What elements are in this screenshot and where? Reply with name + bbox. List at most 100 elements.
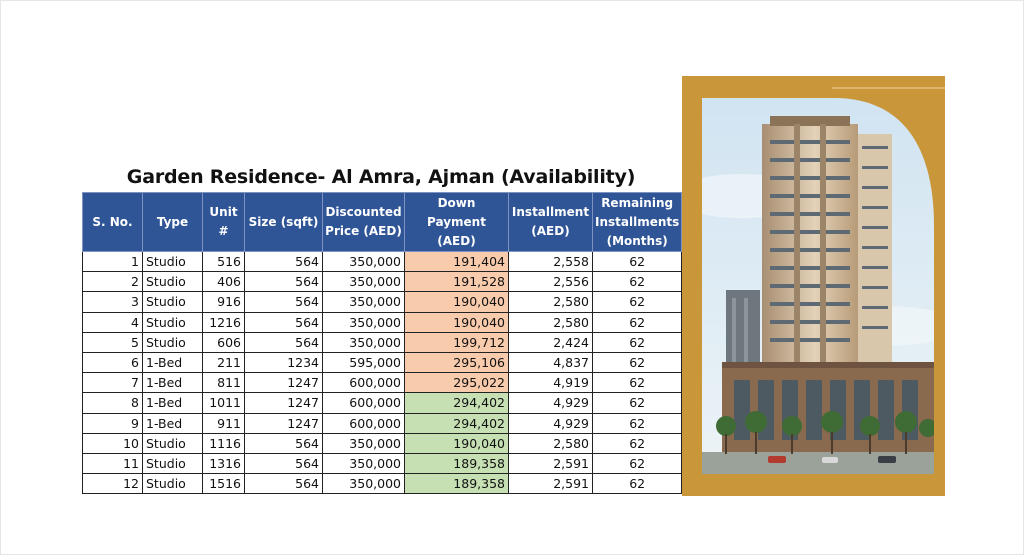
months-cell: 62: [591, 412, 683, 434]
installment-cell: 2,580: [508, 432, 593, 454]
table-row: 9 1-Bed 911 1247 600,000 294,402 4,929 62: [82, 412, 683, 434]
unit-cell: 1516: [202, 473, 245, 495]
table-row: 3 Studio 916 564 350,000 190,040 2,580 62: [82, 291, 683, 313]
size-cell: 564: [244, 291, 323, 313]
type-cell: Studio: [142, 331, 203, 353]
unit-cell: 516: [202, 250, 245, 273]
sno-cell: 9: [82, 412, 143, 434]
unit-cell: 211: [202, 351, 245, 374]
type-cell: Studio: [142, 250, 203, 273]
down-payment-cell: 189,358: [404, 452, 509, 475]
price-cell: 600,000: [322, 372, 405, 394]
table-row: 4 Studio 1216 564 350,000 190,040 2,580 62: [82, 311, 683, 333]
type-header: Type: [142, 192, 203, 252]
size-cell: 1247: [244, 392, 323, 414]
size-cell: 564: [244, 473, 323, 495]
months-cell: 62: [591, 331, 683, 353]
months-cell: 62: [591, 372, 683, 394]
size-cell: 564: [244, 271, 323, 293]
installment-cell: 2,591: [508, 473, 593, 495]
installment-cell: 2,558: [508, 250, 593, 273]
months-cell: 62: [591, 250, 683, 273]
building-rendering-image: [682, 76, 945, 496]
unit-header: Unit #: [202, 192, 245, 252]
sno-cell: 5: [82, 331, 143, 353]
price-cell: 350,000: [322, 271, 405, 293]
table-row: 5 Studio 606 564 350,000 199,712 2,424 62: [82, 331, 683, 353]
size-header: Size (sqft): [244, 192, 323, 252]
sno-cell: 11: [82, 452, 143, 475]
down-payment-cell: 294,402: [404, 392, 509, 414]
sno-cell: 2: [82, 271, 143, 293]
price-cell: 350,000: [322, 291, 405, 313]
installment-cell: 2,591: [508, 452, 593, 475]
down-payment-cell: 295,022: [404, 372, 509, 394]
size-cell: 564: [244, 331, 323, 353]
price-cell: 350,000: [322, 331, 405, 353]
type-cell: Studio: [142, 432, 203, 454]
down-payment-cell: 190,040: [404, 291, 509, 313]
sno-cell: 1: [82, 250, 143, 273]
price-cell: 595,000: [322, 351, 405, 374]
price-cell: 350,000: [322, 473, 405, 495]
size-cell: 564: [244, 311, 323, 333]
size-cell: 564: [244, 452, 323, 475]
sno-header: S. No.: [82, 192, 143, 252]
installment-cell: 2,424: [508, 331, 593, 353]
page-title: Garden Residence- Al Amra, Ajman (Availa…: [126, 166, 636, 188]
unit-cell: 1216: [202, 311, 245, 333]
months-cell: 62: [591, 473, 683, 495]
price-cell: 350,000: [322, 311, 405, 333]
remaining-months-header: Remaining Installments (Months): [591, 192, 683, 252]
months-cell: 62: [591, 311, 683, 333]
down-payment-cell: 295,106: [404, 351, 509, 374]
sno-cell: 8: [82, 392, 143, 414]
type-cell: 1-Bed: [142, 351, 203, 374]
down-payment-cell: 190,040: [404, 432, 509, 454]
table-header-row: S. No. Type Unit # Size (sqft) Discounted Pr…: [82, 192, 683, 252]
unit-cell: 1116: [202, 432, 245, 454]
installment-cell: 4,837: [508, 351, 593, 374]
months-cell: 62: [591, 452, 683, 475]
months-cell: 62: [591, 271, 683, 293]
type-cell: Studio: [142, 291, 203, 313]
availability-table: S. No. Type Unit # Size (sqft) Discounted Pr…: [82, 192, 683, 495]
sno-cell: 6: [82, 351, 143, 374]
table-body: 1 Studio 516 564 350,000 191,404 2,558 62 2 Studi…: [82, 250, 683, 495]
sno-cell: 7: [82, 372, 143, 394]
down-payment-header: Down Payment (AED): [404, 192, 509, 252]
size-cell: 1247: [244, 372, 323, 394]
price-cell: 350,000: [322, 250, 405, 273]
months-cell: 62: [591, 351, 683, 374]
sno-cell: 3: [82, 291, 143, 313]
table-row: 11 Studio 1316 564 350,000 189,358 2,591 62: [82, 452, 683, 475]
table-row: 10 Studio 1116 564 350,000 190,040 2,580 62: [82, 432, 683, 454]
size-cell: 564: [244, 250, 323, 273]
price-cell: 600,000: [322, 392, 405, 414]
unit-cell: 911: [202, 412, 245, 434]
down-payment-cell: 294,402: [404, 412, 509, 434]
price-cell: 350,000: [322, 432, 405, 454]
down-payment-cell: 191,404: [404, 250, 509, 273]
down-payment-cell: 190,040: [404, 311, 509, 333]
type-cell: 1-Bed: [142, 392, 203, 414]
down-payment-cell: 199,712: [404, 331, 509, 353]
sno-cell: 4: [82, 311, 143, 333]
table-row: 12 Studio 1516 564 350,000 189,358 2,591 62: [82, 473, 683, 495]
size-cell: 1247: [244, 412, 323, 434]
months-cell: 62: [591, 291, 683, 313]
size-cell: 564: [244, 432, 323, 454]
unit-cell: 916: [202, 291, 245, 313]
table-row: 2 Studio 406 564 350,000 191,528 2,556 62: [82, 271, 683, 293]
table-row: 1 Studio 516 564 350,000 191,404 2,558 62: [82, 250, 683, 273]
table-row: 6 1-Bed 211 1234 595,000 295,106 4,837 62: [82, 351, 683, 374]
months-cell: 62: [591, 392, 683, 414]
type-cell: 1-Bed: [142, 412, 203, 434]
installment-cell: 2,556: [508, 271, 593, 293]
installment-cell: 4,929: [508, 412, 593, 434]
type-cell: Studio: [142, 473, 203, 495]
unit-cell: 406: [202, 271, 245, 293]
type-cell: 1-Bed: [142, 372, 203, 394]
installment-cell: 2,580: [508, 311, 593, 333]
size-cell: 1234: [244, 351, 323, 374]
